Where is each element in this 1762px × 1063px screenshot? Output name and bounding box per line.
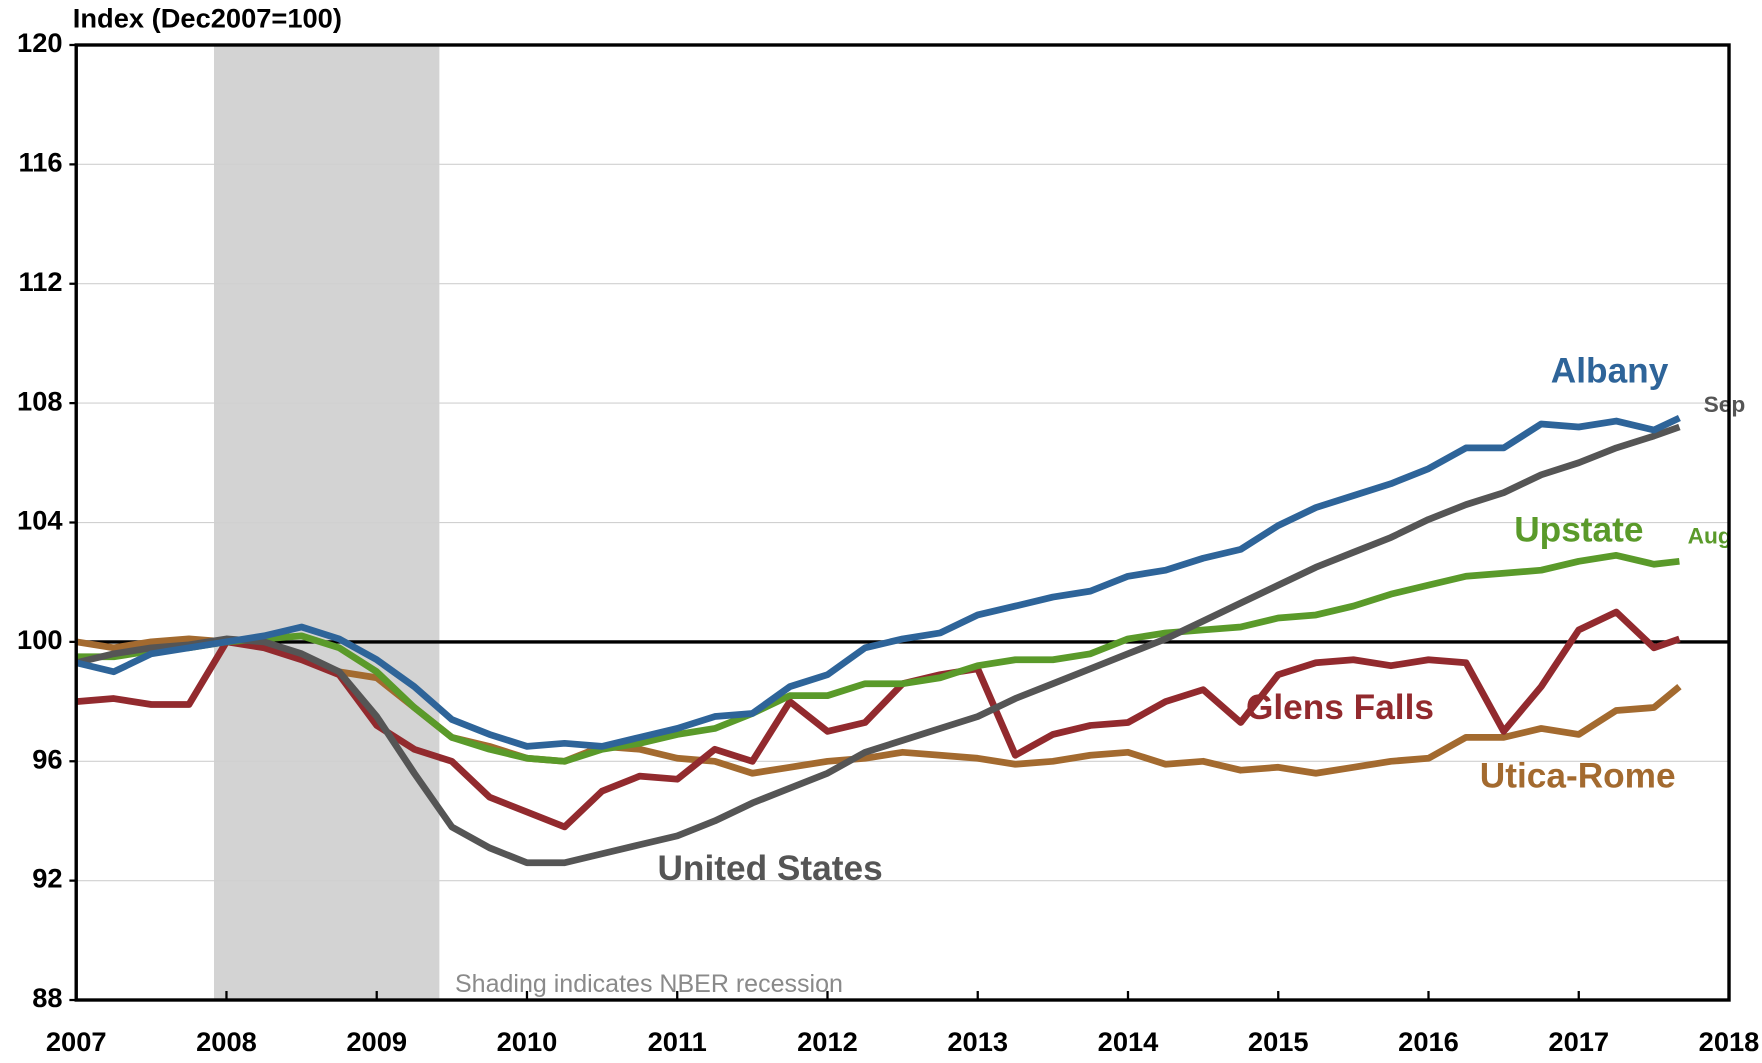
y-tick-label: 120: [17, 27, 63, 58]
x-tick-label: 2013: [947, 1026, 1008, 1057]
x-tick-label: 2009: [346, 1026, 407, 1057]
x-tick-label: 2017: [1548, 1026, 1609, 1057]
y-tick-label: 92: [32, 863, 62, 894]
x-tick-label: 2010: [497, 1026, 558, 1057]
x-tick-label: 2014: [1098, 1026, 1159, 1057]
series-line: [75, 423, 1681, 867]
y-tick-label: 112: [19, 266, 63, 297]
plot-frame: [74, 43, 1731, 1002]
x-tick-label: 2018: [1699, 1026, 1760, 1057]
y-tick-label: 96: [32, 744, 62, 775]
series-label: Albany: [1551, 352, 1669, 391]
series-label: Utica-Rome: [1480, 757, 1676, 796]
series-label: Glens Falls: [1246, 688, 1434, 727]
series-line: [75, 414, 1681, 750]
annotation: Sep: [1704, 392, 1746, 417]
series-line: [76, 551, 1680, 765]
x-tick-label: 2016: [1398, 1026, 1459, 1057]
y-tick-label: 104: [17, 505, 63, 536]
x-tick-label: 2012: [797, 1026, 858, 1057]
x-tick-label: 2011: [648, 1026, 707, 1057]
y-tick-label: 88: [32, 982, 62, 1013]
note: Shading indicates NBER recession: [455, 970, 843, 998]
x-tick-label: 2008: [196, 1026, 257, 1057]
y-tick-label: 100: [17, 624, 63, 655]
x-tick-label: 2007: [46, 1026, 107, 1057]
chart-title: Index (Dec2007=100): [73, 3, 342, 34]
x-tick-label: 2015: [1248, 1026, 1309, 1057]
annotation: Aug: [1688, 524, 1732, 549]
y-tick-label: 116: [19, 147, 63, 178]
series-line: [75, 635, 1682, 777]
y-tick-label: 108: [17, 385, 63, 416]
series-label: Upstate: [1514, 510, 1643, 549]
series-label: United States: [657, 849, 882, 888]
